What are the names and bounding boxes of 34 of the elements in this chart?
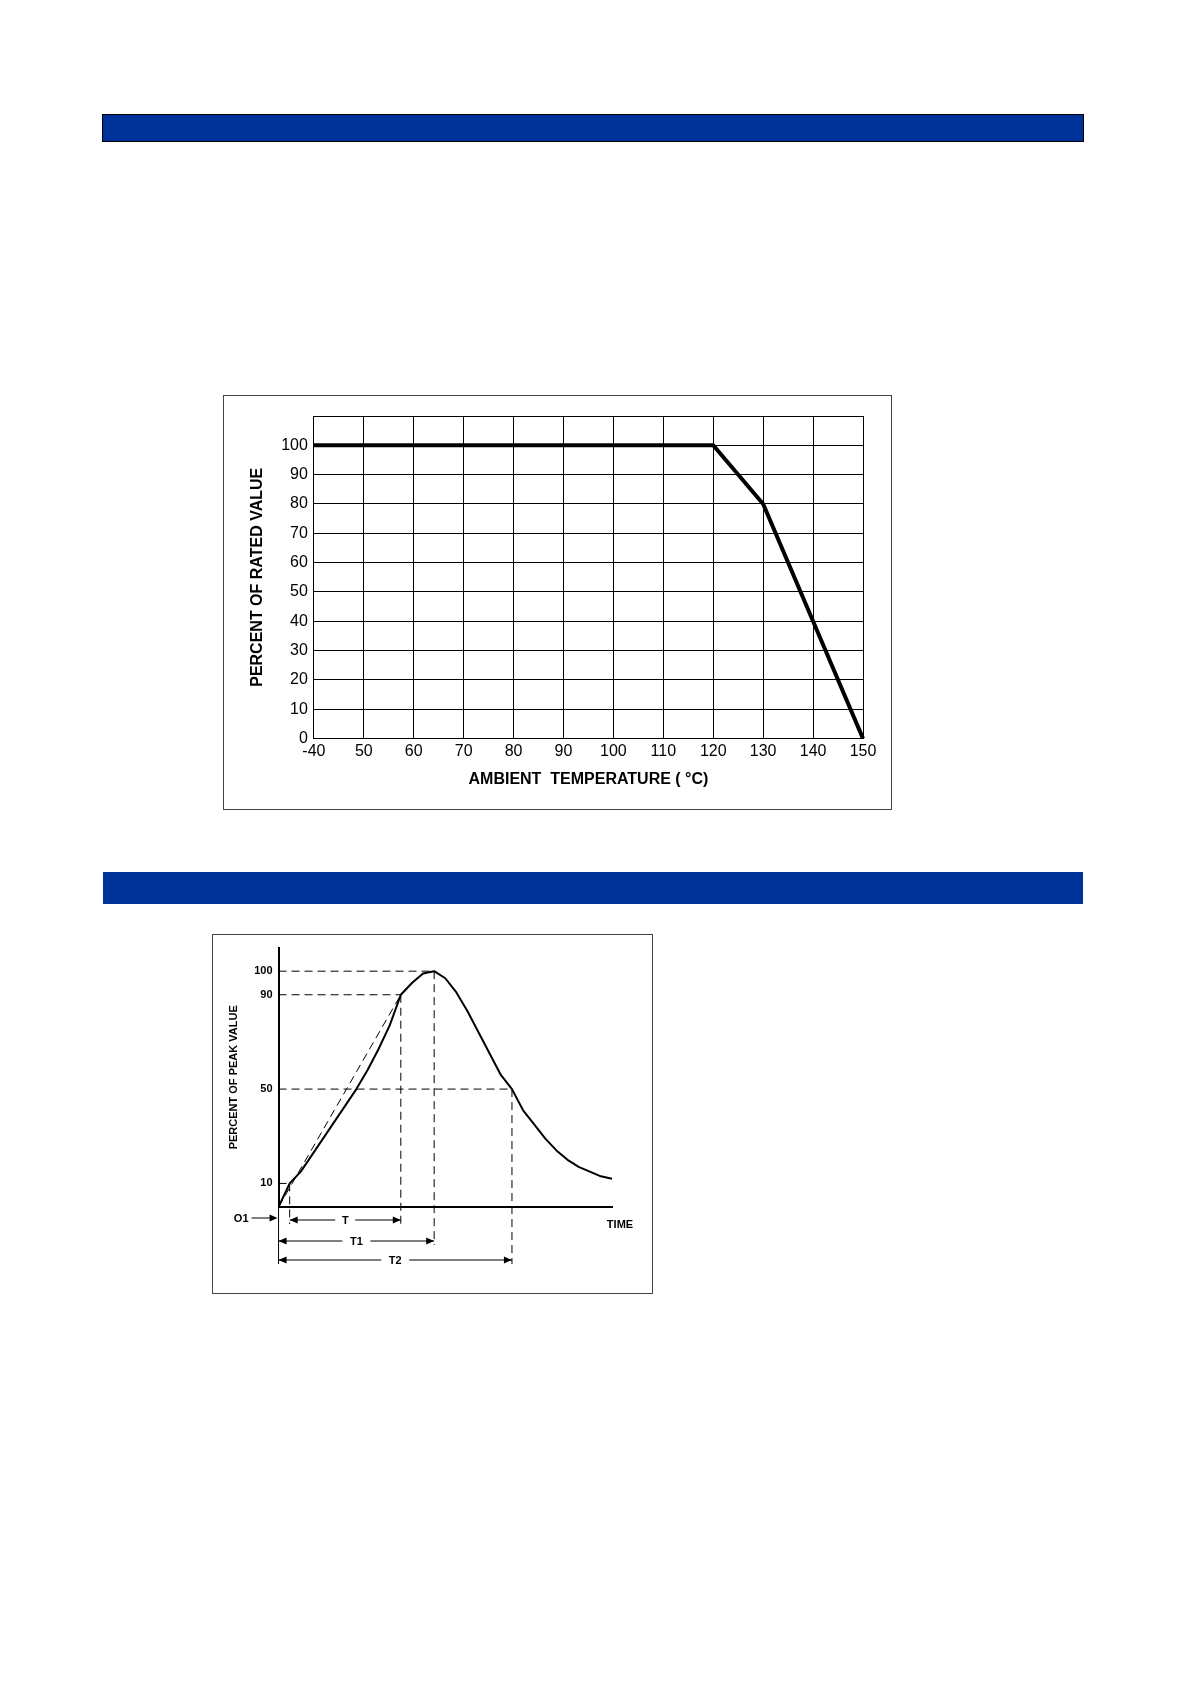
y-tick-label: 40 (290, 611, 308, 629)
y-tick-label: 50 (260, 1082, 273, 1095)
x-axis-title: AMBIENT TEMPERATURE ( °C) (468, 769, 709, 787)
x-tick-label: 140 (799, 741, 827, 759)
y-tick-label: 60 (290, 553, 308, 571)
y-tick-label: 90 (290, 465, 308, 483)
y-tick-label: 10 (260, 1176, 273, 1189)
x-tick-label: 130 (749, 741, 777, 759)
x-tick-label: 80 (504, 741, 523, 759)
y-tick-label: 20 (290, 670, 308, 688)
x-tick-label: 90 (554, 741, 573, 759)
x-tick-label: 70 (454, 741, 473, 759)
x-tick-label: 100 (600, 741, 627, 759)
x-tick-label: 110 (650, 741, 677, 759)
text: O1 (233, 1212, 249, 1224)
y-tick-label: 90 (260, 987, 273, 1000)
y-axis-title: PERCENT OF PEAK VALUE (226, 1005, 239, 1150)
y-axis-title: PERCENT OF RATED VALUE (248, 467, 266, 687)
text: T1 (349, 1235, 363, 1247)
y-tick-label: 100 (281, 435, 308, 453)
x-tick-label: 120 (699, 741, 727, 759)
y-tick-label: 80 (290, 494, 308, 512)
text: T (341, 1214, 349, 1226)
y-tick-label: 70 (290, 523, 308, 541)
y-tick-label: 10 (290, 699, 308, 717)
y-tick-label: 100 (254, 964, 273, 977)
x-tick-label: 60 (404, 741, 423, 759)
text: TIME (606, 1218, 634, 1230)
text: T2 (388, 1254, 402, 1266)
x-tick-label: 150 (849, 741, 877, 759)
y-tick-label: 30 (290, 641, 308, 659)
y-tick-label: 0 (298, 729, 308, 747)
y-tick-label: 50 (290, 582, 308, 600)
x-tick-label: 50 (354, 741, 373, 759)
